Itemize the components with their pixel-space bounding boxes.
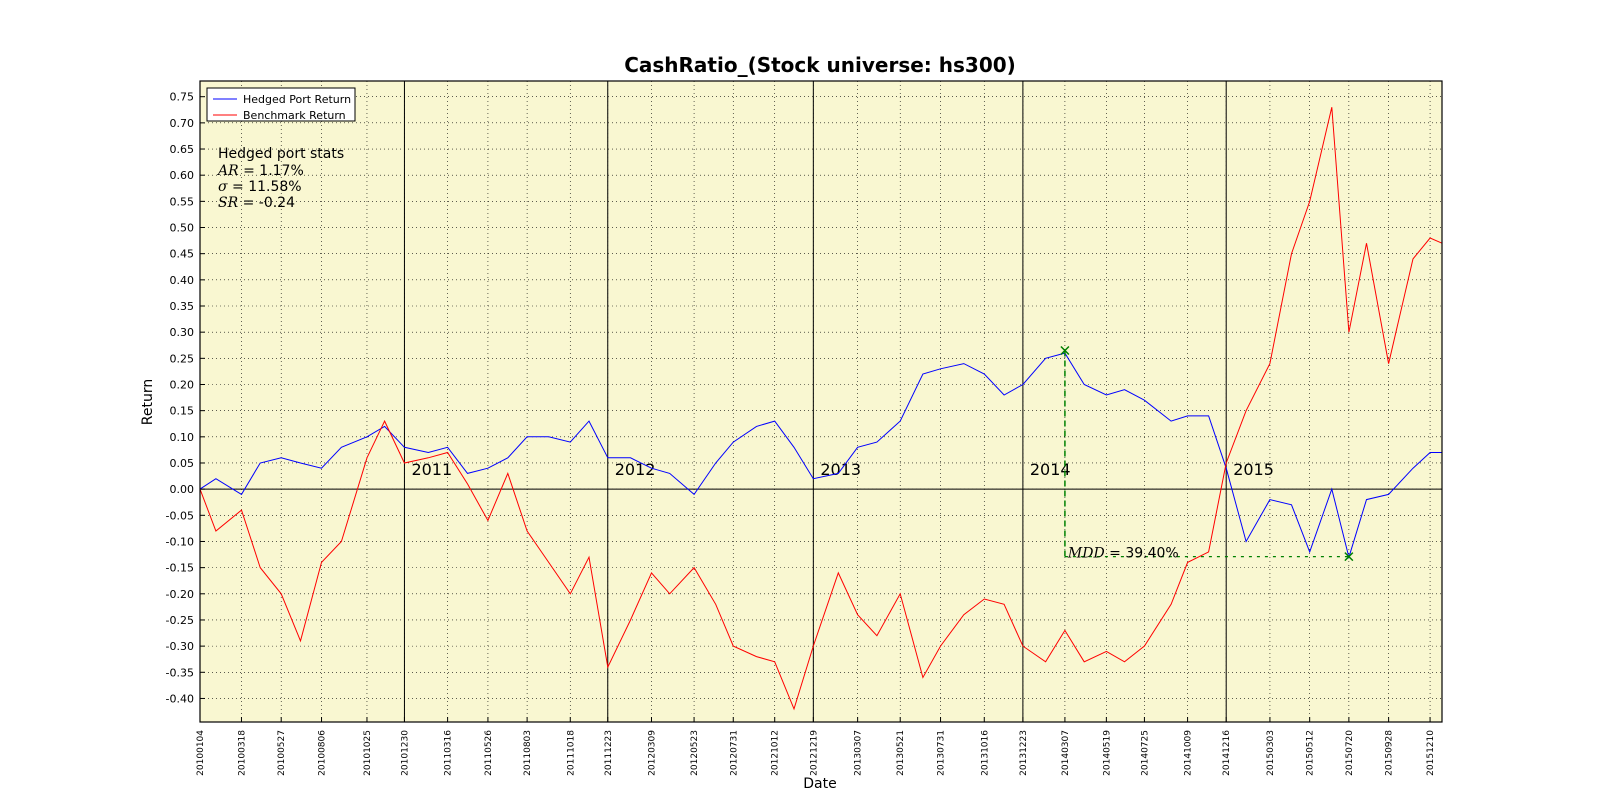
x-tick-label: 20120731 [729,730,739,776]
x-axis-label: Date [803,776,836,792]
x-tick-label: 20130307 [854,730,864,776]
x-tick-label: 20120523 [690,730,700,776]
x-tick-label: 20150303 [1266,730,1276,776]
plot-area: -0.40 -0.35 -0.30 -0.25 -0.20 -0.15 -0.10 -0.05… [166,80,1443,776]
y-axis-label: Return [140,379,156,425]
stats-ar: AR = 1.17% [216,163,304,179]
x-tick-label: 20110803 [523,730,533,776]
x-tick-label: 20140519 [1102,730,1112,776]
x-tick-label: 20100318 [237,730,247,776]
mdd-peak-marker [1060,345,1070,356]
y-tick-label: 0.65 [170,143,195,156]
stats-sr-value: -0.24 [259,195,295,211]
stats-sr: SR = -0.24 [218,195,295,211]
x-tick-label: 20121219 [809,730,819,776]
x-tick-label: 20141009 [1184,730,1194,776]
hedged-port-return-line [199,352,1442,560]
y-tick-label: 0.25 [170,352,195,365]
stats-sigma-label: σ = [218,179,248,195]
y-tick-label: -0.30 [166,640,194,653]
x-tick-label: 20120309 [647,730,657,776]
x-tick-label: 20101025 [363,730,373,776]
y-tick-label: 0.30 [170,326,195,339]
year-label: 2015 [1233,460,1274,479]
x-tick-label: 20110526 [484,730,494,776]
stats-ar-value: 1.17% [259,163,303,179]
y-tick-label: 0.70 [170,117,195,130]
y-tick-label: -0.05 [166,509,194,522]
y-tick-label: -0.20 [166,588,194,601]
x-tick-label: 20111018 [566,730,576,776]
y-tick-label: -0.35 [166,666,194,679]
x-tick-label: 20131016 [980,730,990,776]
year-label: 2012 [615,460,656,479]
y-tick-label: -0.15 [166,562,194,575]
x-tick-label: 20111223 [604,730,614,776]
x-tick-label: 20141216 [1222,730,1232,776]
stats-sr-label: SR = [218,195,259,211]
stats-title: Hedged port stats [218,146,344,162]
y-tick-label: 0.05 [170,457,195,470]
x-tick-label: 20121012 [771,730,781,776]
x-tick-label: 20130521 [896,730,906,776]
y-tick-label: 0.45 [170,248,195,261]
x-tick-label: 20150512 [1306,730,1316,776]
x-tick-label: 20150720 [1345,730,1355,776]
x-tick-label: 20100806 [318,730,328,776]
x-tick-label: 20140725 [1140,730,1150,776]
stats-ar-label: AR = [216,163,259,179]
mdd-trough-marker [1344,552,1354,562]
y-tick-label: 0.55 [170,195,195,208]
x-tick-label: 20101230 [400,730,410,776]
x-tick-label: 20151210 [1426,730,1436,776]
stats-sigma: σ = 11.58% [218,179,302,195]
y-tick-label: 0.20 [170,378,195,391]
x-tick-label: 20110316 [444,730,454,776]
legend-label: Hedged Port Return [243,93,351,106]
y-tick-label: 0.50 [170,222,195,235]
y-tick-label: -0.40 [166,692,194,705]
x-tick-label: 20100104 [196,730,206,776]
mdd-annotation: MDD = 39.40% [1067,546,1179,562]
x-tick-label: 20100527 [277,730,287,776]
y-tick-label: -0.25 [166,614,194,627]
x-tick-label: 20140307 [1061,730,1071,776]
year-label: 2014 [1030,460,1071,479]
year-label: 2011 [411,460,452,479]
chart-title: CashRatio_(Stock universe: hs300) [624,53,1016,77]
mdd-value: 39.40% [1125,546,1178,562]
plot-background [200,81,1442,722]
stats-sigma-value: 11.58% [248,179,301,195]
y-tick-label: 0.35 [170,300,195,313]
mdd-label: MDD = [1067,546,1125,562]
y-tick-label: -0.10 [166,535,194,548]
benchmark-return-line [199,107,1443,711]
legend-label: Benchmark Return [243,109,346,122]
y-tick-label: 0.10 [170,431,195,444]
x-tick-label: 20150928 [1385,730,1395,776]
x-tick-label: 20131223 [1019,730,1029,776]
y-tick-label: 0.00 [170,483,195,496]
y-tick-label: 0.40 [170,274,195,287]
y-tick-label: 0.15 [170,405,195,418]
x-tick-label: 20130731 [937,730,947,776]
plot-frame [199,80,1443,723]
y-tick-label: 0.60 [170,169,195,182]
y-tick-label: 0.75 [170,91,195,104]
